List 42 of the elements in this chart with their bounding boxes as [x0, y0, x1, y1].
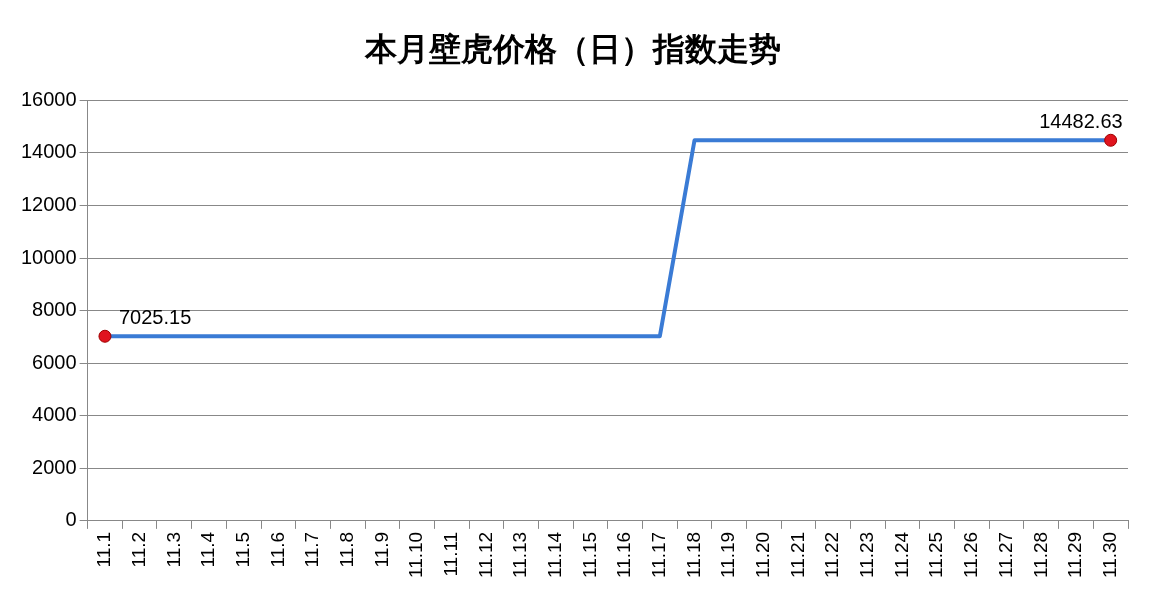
x-tick-label: 11.13 [509, 531, 531, 578]
x-tick-label: 11.4 [197, 531, 219, 568]
x-tick-label: 11.7 [301, 531, 323, 568]
data-label: 14482.63 [1039, 109, 1123, 132]
x-tick-label: 11.18 [682, 531, 704, 578]
x-tick-label: 11.23 [856, 531, 878, 578]
x-tick-label: 11.30 [1098, 531, 1120, 578]
x-tick-label: 11.15 [578, 531, 600, 578]
x-tick-label: 11.9 [370, 531, 392, 568]
y-tick-label: 10000 [20, 245, 77, 268]
x-tick-label: 11.16 [613, 531, 635, 578]
y-tick-label: 14000 [20, 140, 77, 163]
y-tick-label: 2000 [32, 455, 77, 478]
x-tick-label: 11.27 [994, 531, 1016, 578]
x-tick-label: 11.5 [231, 531, 253, 568]
y-tick-label: 0 [65, 508, 77, 531]
y-tick-label: 6000 [32, 350, 77, 373]
x-tick-label: 11.3 [162, 531, 184, 568]
x-tick-label: 11.12 [474, 531, 496, 578]
x-tick-label: 11.29 [1064, 531, 1086, 578]
x-tick-label: 11.25 [925, 531, 947, 578]
x-tick-label: 11.11 [439, 531, 461, 577]
x-tick-label: 11.24 [890, 531, 912, 578]
x-tick-label: 11.26 [960, 531, 982, 578]
x-tick-label: 11.20 [752, 531, 774, 578]
x-tick-label: 11.28 [1029, 531, 1051, 578]
y-tick-label: 8000 [32, 298, 77, 321]
x-tick-label: 11.10 [405, 531, 427, 578]
x-tick-label: 11.19 [717, 531, 739, 578]
x-tick-label: 11.6 [266, 531, 288, 568]
x-tick-label: 11.17 [648, 531, 670, 578]
data-label: 7025.15 [118, 305, 192, 328]
y-tick-label: 12000 [20, 193, 77, 216]
x-tick-label: 11.1 [93, 531, 115, 568]
x-tick-label: 11.14 [544, 531, 566, 578]
x-tick-label: 11.8 [335, 531, 357, 568]
y-tick-label: 16000 [20, 87, 77, 110]
x-tick-label: 11.2 [127, 531, 149, 568]
x-tick-label: 11.22 [821, 531, 843, 578]
x-tick-label: 11.21 [786, 531, 808, 578]
y-tick-label: 4000 [32, 403, 77, 426]
chart-title: 本月壁虎价格（日）指数走势 [364, 31, 781, 68]
